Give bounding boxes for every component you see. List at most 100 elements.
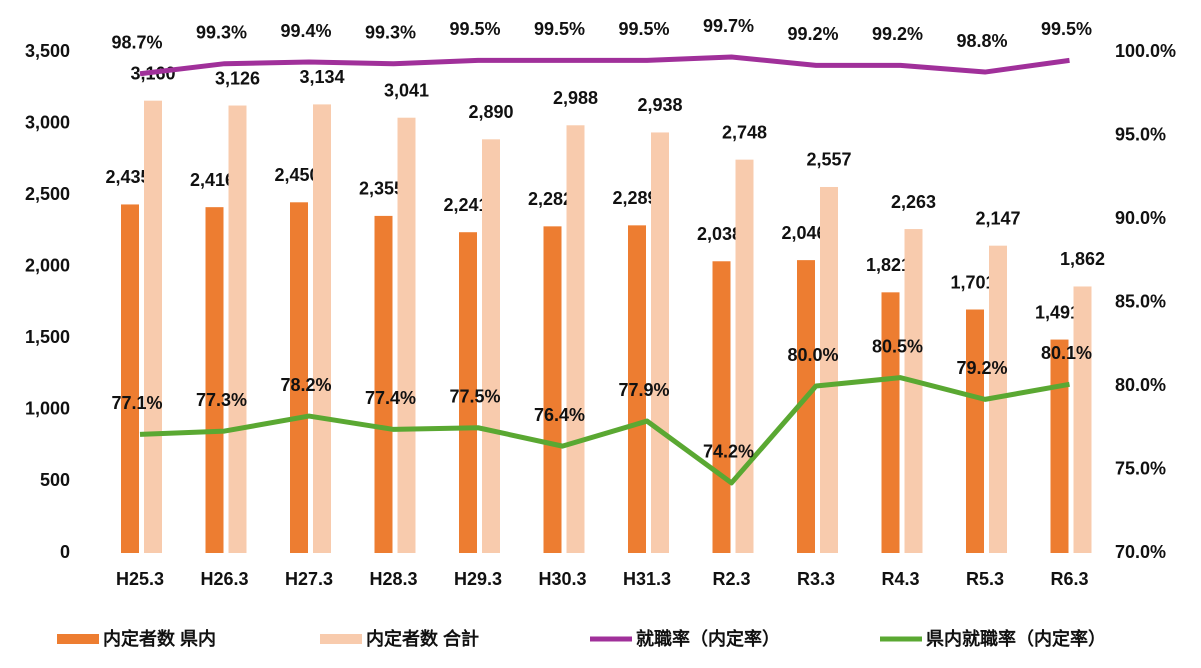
line-value-label: 77.4% [365,388,416,408]
x-tick-label: H29.3 [454,569,502,589]
y-tick-label: 1,000 [25,399,70,419]
line-value-label: 77.3% [196,390,247,410]
x-tick-label: H31.3 [623,569,671,589]
bar [712,261,731,553]
bar [628,225,646,553]
bar [1073,286,1092,553]
y2-tick-label: 70.0% [1115,542,1166,562]
bar [228,105,247,553]
line-value-label: 99.2% [872,24,923,44]
line-value-label: 78.2% [280,375,331,395]
x-tick-label: R6.3 [1050,569,1088,589]
line-value-label: 77.5% [449,387,500,407]
legend-label: 就職率（内定率） [636,628,780,649]
bar [121,204,139,553]
line-value-label: 98.8% [956,31,1007,51]
line-value-label: 76.4% [534,405,585,425]
bar-value-label: 1,821 [866,255,911,275]
bar-value-label: 2,938 [637,95,682,115]
x-tick-label: H28.3 [369,569,417,589]
line-value-label: 99.3% [365,22,416,42]
bar [144,100,162,553]
bar-value-label: 2,289 [612,188,657,208]
line-value-label: 80.1% [1041,343,1092,363]
y-tick-label: 2,500 [25,184,70,204]
bar-value-label: 2,988 [553,88,598,108]
x-tick-label: R3.3 [797,569,835,589]
line-value-label: 99.4% [280,21,331,41]
bar-value-label: 2,557 [806,150,851,170]
line-value-label: 77.9% [618,380,669,400]
bar [651,132,669,553]
line [139,54,1070,77]
bar-value-label: 2,355 [359,179,404,199]
bar-value-label: 2,282 [528,189,573,209]
line-value-label: 79.2% [956,358,1007,378]
line [139,375,1070,486]
x-tick-label: H27.3 [285,569,333,589]
y-tick-label: 3,500 [25,41,70,61]
line-value-label: 77.1% [111,393,162,413]
y2-tick-label: 85.0% [1115,291,1166,311]
bar-value-label: 2,435 [105,167,150,187]
y-tick-label: 1,500 [25,327,70,347]
bar [566,125,585,553]
bar [904,229,923,553]
bar-value-label: 3,041 [384,80,429,100]
bar [482,139,500,553]
y-tick-label: 2,000 [25,255,70,275]
line-value-label: 99.5% [1041,19,1092,39]
x-tick-label: H30.3 [538,569,586,589]
bar [543,226,562,553]
line-value-label: 99.5% [618,19,669,39]
bar-value-label: 2,241 [443,195,488,215]
legend-label: 内定者数 合計 [366,628,479,649]
y2-tick-label: 100.0% [1115,41,1176,61]
line-value-label: 99.5% [449,19,500,39]
y2-tick-label: 80.0% [1115,375,1166,395]
bar [374,215,393,554]
bar-value-label: 3,134 [299,67,344,87]
bar [735,159,754,553]
bar [881,292,900,553]
bar-value-label: 2,038 [697,224,742,244]
bar [820,186,838,554]
line-value-label: 98.7% [111,32,162,52]
bar-value-label: 2,890 [468,102,513,122]
bar [313,104,331,553]
bar-value-label: 2,748 [722,122,767,142]
legend-label: 内定者数 県内 [103,628,216,649]
bar-value-label: 2,263 [891,192,936,212]
bar [797,260,815,553]
line-value-label: 74.2% [703,442,754,462]
line-value-label: 99.5% [534,19,585,39]
bar-value-label: 1,862 [1060,249,1105,269]
bar-value-label: 2,416 [190,170,235,190]
bar-value-label: 1,491 [1035,302,1080,322]
x-tick-label: R2.3 [712,569,750,589]
line-value-label: 99.3% [196,22,247,42]
y-tick-label: 500 [40,470,70,490]
x-tick-label: R4.3 [881,569,919,589]
line-value-label: 80.5% [872,336,923,356]
line-value-label: 99.2% [787,24,838,44]
legend-swatch [57,634,99,644]
bar-value-label: 1,701 [950,272,995,292]
bar [397,117,416,553]
y-tick-label: 0 [60,542,70,562]
y-tick-label: 3,000 [25,112,70,132]
y2-tick-label: 75.0% [1115,458,1166,478]
bar-value-label: 2,046 [781,223,826,243]
bar [966,309,984,553]
legend-swatch [320,634,362,644]
y2-tick-label: 95.0% [1115,124,1166,144]
legend-label: 県内就職率（内定率） [926,628,1106,649]
bar-value-label: 2,147 [975,208,1020,228]
bar [459,232,477,553]
line-value-label: 99.7% [703,16,754,36]
bar-value-label: 3,126 [215,68,260,88]
x-tick-label: H25.3 [116,569,164,589]
line-value-label: 80.0% [787,345,838,365]
x-tick-label: R5.3 [966,569,1004,589]
